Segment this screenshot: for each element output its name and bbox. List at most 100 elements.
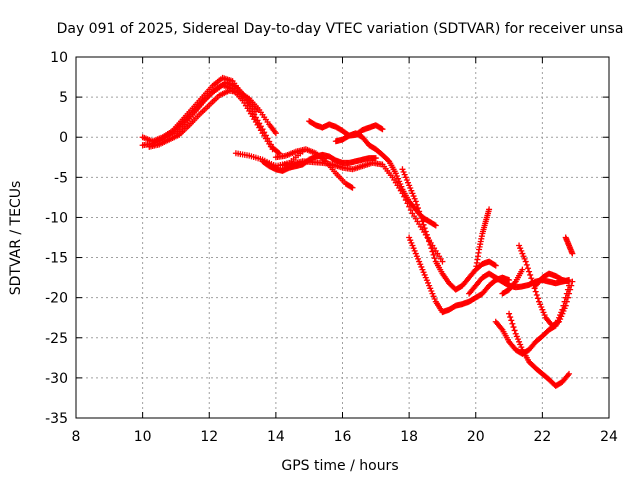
data-point	[568, 282, 575, 289]
series-arc16	[516, 242, 576, 329]
data-point	[395, 175, 402, 182]
y-tick-label: -5	[54, 170, 68, 186]
y-tick-label: -25	[45, 331, 68, 347]
series-arc17	[532, 270, 573, 289]
series-arc10	[399, 166, 499, 293]
data-point	[431, 221, 438, 228]
data-point	[564, 372, 571, 379]
data-point	[403, 177, 410, 184]
data-point	[539, 306, 546, 313]
data-point	[533, 291, 540, 298]
x-tick-label: 12	[200, 429, 218, 445]
data-point	[392, 170, 399, 177]
data-point	[558, 313, 565, 320]
data-point	[564, 294, 571, 301]
series-arc4	[172, 79, 259, 137]
data-point	[423, 277, 430, 284]
data-point	[407, 207, 414, 214]
data-point	[528, 275, 535, 282]
data-point	[399, 190, 406, 197]
data-point	[486, 206, 493, 213]
data-point	[402, 197, 409, 204]
series-arc8	[332, 130, 439, 229]
data-point	[408, 187, 415, 194]
data-point	[491, 261, 498, 268]
data-point	[506, 277, 513, 284]
series-arc6	[272, 146, 356, 191]
data-point	[531, 285, 538, 292]
data-point	[428, 287, 435, 294]
data-point	[527, 271, 534, 278]
data-point	[415, 205, 422, 212]
data-point	[411, 247, 418, 254]
y-tick-label: 0	[59, 130, 68, 146]
data-point	[536, 298, 543, 305]
data-point	[427, 285, 434, 292]
data-point	[410, 245, 417, 252]
y-tick-label: -35	[45, 411, 68, 427]
data-point	[529, 278, 536, 285]
data-point	[418, 215, 425, 222]
data-point	[429, 248, 436, 255]
data-point	[410, 193, 417, 200]
data-point	[402, 174, 409, 181]
data-point	[511, 279, 518, 286]
data-point	[432, 222, 439, 229]
x-tick-label: 16	[334, 429, 352, 445]
data-point	[406, 234, 413, 241]
x-tick-label: 14	[267, 429, 285, 445]
data-point	[507, 314, 514, 321]
data-point	[559, 310, 566, 317]
series-arc18	[562, 234, 576, 257]
data-point	[348, 184, 355, 191]
data-point	[272, 130, 279, 137]
data-point	[534, 295, 541, 302]
data-point	[421, 271, 428, 278]
data-point	[407, 185, 414, 192]
data-point	[399, 166, 406, 173]
x-tick-label: 18	[400, 429, 418, 445]
data-point	[519, 266, 526, 273]
data-point	[405, 179, 412, 186]
data-point	[562, 302, 569, 309]
data-point	[416, 208, 423, 215]
x-tick-label: 20	[467, 429, 485, 445]
data-series	[139, 74, 576, 389]
chart-title: Day 091 of 2025, Sidereal Day-to-day VTE…	[57, 21, 624, 37]
data-point	[411, 195, 418, 202]
data-point	[406, 203, 413, 210]
data-point	[514, 336, 521, 343]
data-point	[498, 325, 505, 332]
data-point	[393, 172, 400, 179]
plot-frame	[75, 56, 610, 419]
data-point	[506, 310, 513, 317]
data-point	[517, 245, 524, 252]
data-point	[378, 125, 385, 132]
data-point	[419, 218, 426, 225]
y-axis-label: SDTVAR / TECUs	[8, 181, 24, 296]
data-point	[423, 231, 430, 238]
data-point	[540, 309, 547, 316]
data-point	[569, 250, 576, 257]
data-point	[427, 241, 434, 248]
data-point	[426, 282, 433, 289]
data-point	[429, 290, 436, 297]
data-point	[372, 155, 379, 162]
data-point	[417, 211, 424, 218]
data-point	[567, 286, 574, 293]
data-point	[520, 253, 527, 260]
y-tick-label: -10	[45, 210, 68, 226]
data-point	[409, 190, 416, 197]
series-arc15	[506, 310, 573, 389]
data-point	[524, 265, 531, 272]
data-point	[556, 318, 563, 325]
data-point	[426, 238, 433, 245]
y-tick-label: -30	[45, 371, 68, 387]
data-point	[560, 308, 567, 315]
series-arc3	[146, 87, 279, 150]
series-arc13	[472, 206, 493, 273]
data-point	[561, 305, 568, 312]
data-point	[508, 317, 515, 324]
data-point	[431, 255, 438, 262]
data-point	[412, 250, 419, 257]
